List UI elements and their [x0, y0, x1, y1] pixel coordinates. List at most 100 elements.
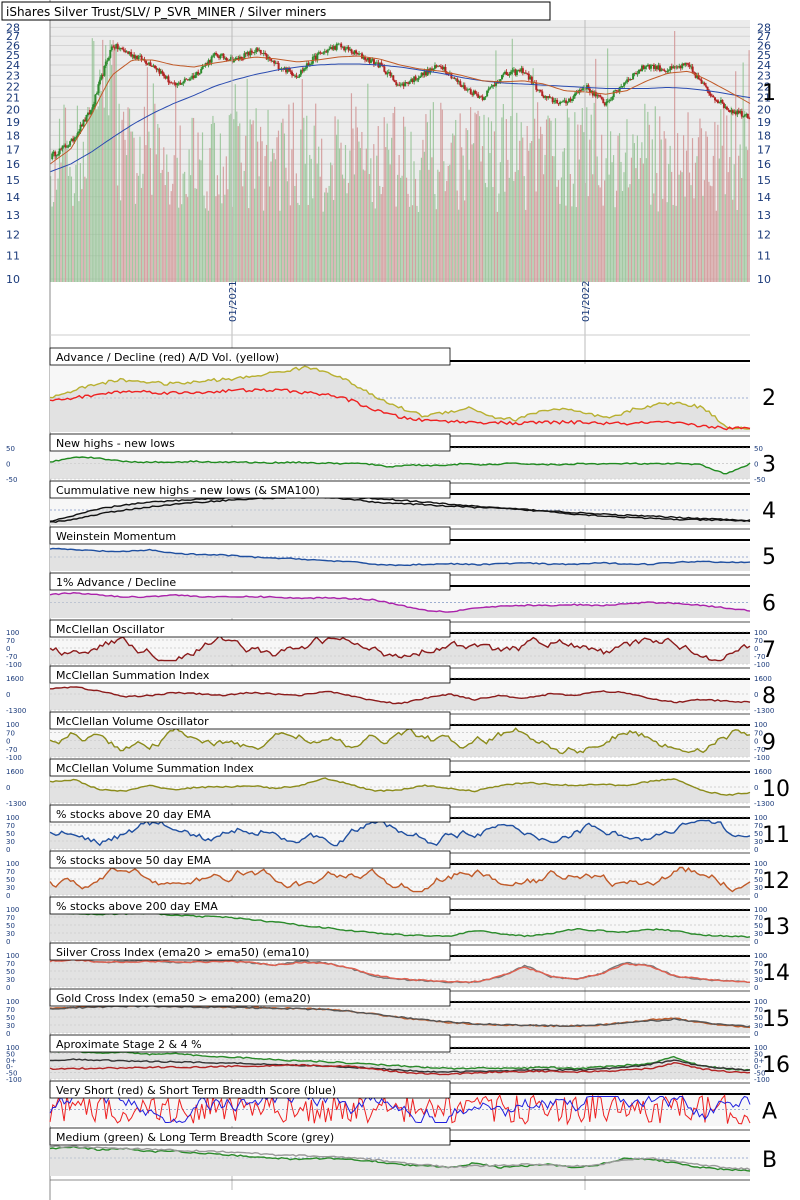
candle-body: [529, 76, 532, 80]
volume-bar: [172, 183, 174, 282]
volume-bar: [105, 45, 107, 283]
volume-bar: [426, 122, 428, 283]
volume-bar: [511, 38, 513, 282]
panel-title: % stocks above 20 day EMA: [56, 808, 211, 821]
price-tick-right: 24: [757, 59, 771, 72]
volume-bar: [528, 150, 530, 282]
candle-body: [426, 69, 429, 76]
volume-bar: [55, 189, 58, 282]
volume-bar: [592, 174, 594, 282]
volume-bar: [542, 174, 545, 282]
panel-label: 11: [762, 823, 790, 848]
volume-bar: [444, 191, 446, 282]
volume-bar: [319, 176, 321, 282]
candle-body: [539, 89, 542, 92]
volume-bar: [502, 104, 504, 283]
volume-bar: [642, 163, 644, 282]
candle-body: [739, 111, 742, 114]
candle-body: [554, 99, 557, 101]
candle-body: [459, 81, 462, 86]
panel-label: B: [762, 1148, 777, 1173]
candle-body: [325, 51, 328, 53]
volume-bar: [280, 122, 283, 282]
candle-body: [547, 96, 550, 99]
candle-body: [641, 65, 644, 71]
panel-title: Gold Cross Index (ema50 > ema200) (ema20…: [56, 992, 311, 1005]
panel-5: Weinstein Momentum 5: [49, 526, 776, 576]
candle-body: [286, 67, 289, 73]
panel-tick-left: 0: [6, 461, 10, 469]
chart-title: iShares Silver Trust/SLV/ P_SVR_MINER / …: [6, 5, 326, 19]
volume-bar: [425, 114, 427, 282]
volume-bar: [368, 174, 370, 282]
panel-title: McClellan Volume Summation Index: [56, 762, 254, 775]
volume-bar: [720, 109, 722, 282]
volume-bar: [364, 170, 366, 282]
candle-body: [742, 116, 745, 118]
volume-bar: [486, 187, 488, 282]
volume-bar: [650, 204, 652, 282]
candle-body: [736, 110, 739, 115]
volume-bar: [332, 199, 335, 282]
candle-body: [347, 47, 350, 51]
panel-tick-left: 50: [6, 1050, 15, 1058]
candle-body: [197, 71, 200, 75]
series-line: [49, 819, 751, 847]
volume-bar: [289, 205, 291, 282]
volume-bar: [392, 112, 394, 282]
series-line: [50, 686, 751, 705]
candle-body: [593, 92, 596, 96]
price-tick-right: 16: [757, 158, 771, 171]
panel-tick-right: 1600: [754, 768, 772, 776]
candle-body: [700, 79, 703, 84]
candle-body: [78, 131, 81, 134]
volume-bar: [408, 206, 411, 282]
volume-bar: [312, 198, 314, 282]
volume-bar: [166, 154, 168, 282]
candle-body: [158, 69, 161, 74]
volume-bar: [200, 160, 202, 282]
panel-title-box: [49, 665, 451, 684]
candle-body: [124, 50, 127, 53]
volume-bar: [385, 147, 387, 282]
candle-body: [693, 72, 696, 74]
panel-title-box: [49, 896, 451, 915]
panel-label: 13: [762, 915, 790, 940]
volume-bar: [109, 39, 111, 282]
volume-bar: [297, 202, 299, 282]
volume-bar: [434, 194, 436, 282]
panel-label: 2: [762, 386, 776, 411]
volume-bar: [106, 62, 108, 282]
panel-title: McClellan Summation Index: [56, 669, 210, 682]
volume-bar: [700, 128, 703, 282]
panel-divider: [450, 1140, 750, 1142]
volume-bar: [569, 173, 571, 282]
price-tick-left: 11: [6, 250, 20, 263]
candle-body: [253, 52, 256, 53]
volume-bar: [550, 120, 552, 283]
panel-tick-right: 0+: [754, 1057, 764, 1065]
candle-body: [252, 52, 255, 54]
series-line: [50, 1145, 751, 1171]
candle-body: [225, 57, 228, 61]
candle-body: [669, 66, 672, 71]
volume-bar: [590, 114, 592, 282]
volume-bar: [262, 210, 265, 282]
volume-bar: [173, 155, 175, 282]
panel-divider: [450, 817, 750, 819]
panel-area: [50, 635, 750, 664]
panel-area: [50, 548, 750, 571]
volume-bar: [328, 185, 330, 282]
candle-body: [605, 101, 608, 106]
panel-tick-left: 0: [6, 1030, 10, 1038]
candle-body: [262, 52, 265, 54]
candle-body: [636, 73, 639, 75]
volume-bar: [167, 171, 169, 282]
candle-body: [553, 100, 556, 103]
volume-bar: [501, 117, 503, 283]
candle-body: [89, 110, 92, 115]
candle-body: [359, 53, 362, 55]
volume-bar: [726, 115, 728, 282]
volume-bar: [245, 135, 247, 282]
